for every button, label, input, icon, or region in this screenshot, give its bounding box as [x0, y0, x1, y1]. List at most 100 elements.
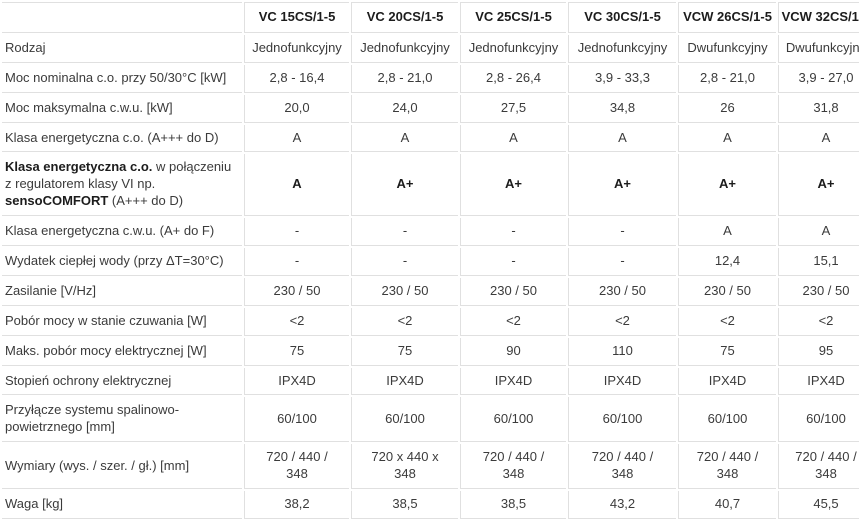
- spec-value: 20,0: [244, 94, 349, 123]
- spec-table-header: VC 15CS/1-5 VC 20CS/1-5 VC 25CS/1-5 VC 30CS…: [2, 2, 859, 33]
- spec-value: 60/100: [460, 397, 566, 443]
- table-row: Zasilanie [V/Hz] 230 / 50 230 / 50 230 / 50…: [2, 277, 859, 306]
- spec-value: 31,8: [778, 94, 859, 123]
- spec-value: 720 / 440 / 348: [568, 444, 676, 490]
- spec-value: A: [678, 218, 776, 247]
- spec-value: 720 / 440 / 348: [460, 444, 566, 490]
- spec-value: 720 x 440 x 348: [351, 444, 458, 490]
- spec-value: 38,5: [460, 491, 566, 519]
- spec-value: <2: [678, 307, 776, 336]
- row-label: Wydatek ciepłej wody (przy ΔT=30°C): [2, 248, 242, 276]
- spec-value: IPX4D: [778, 367, 859, 396]
- row-label: Moc maksymalna c.w.u. [kW]: [2, 94, 242, 123]
- row-label: Zasilanie [V/Hz]: [2, 277, 242, 306]
- spec-value: 40,7: [678, 491, 776, 519]
- spec-value: -: [568, 218, 676, 247]
- spec-table-body: Rodzaj Jednofunkcyjny Jednofunkcyjny Jednof…: [2, 34, 859, 519]
- row-label: Pobór mocy w stanie czuwania [W]: [2, 307, 242, 336]
- spec-value: <2: [460, 307, 566, 336]
- table-row: Wydatek ciepłej wody (przy ΔT=30°C) - - - -1…: [2, 248, 859, 276]
- spec-value: 2,8 - 21,0: [678, 64, 776, 93]
- spec-value: 230 / 50: [678, 277, 776, 306]
- spec-value: -: [568, 248, 676, 276]
- table-row: Klasa energetyczna c.w.u. (A+ do F) - - - - A…: [2, 218, 859, 247]
- spec-value: A: [460, 124, 566, 153]
- spec-value: 60/100: [678, 397, 776, 443]
- spec-value: 75: [244, 337, 349, 366]
- row-label: Klasa energetyczna c.o. w połączeniu z r…: [2, 154, 242, 217]
- table-row: Przyłącze systemu spalinowo-powietrznego…: [2, 397, 859, 443]
- spec-value: 3,9 - 33,3: [568, 64, 676, 93]
- spec-value: A: [244, 154, 349, 217]
- spec-value: IPX4D: [678, 367, 776, 396]
- spec-value: Jednofunkcyjny: [568, 34, 676, 63]
- spec-value: A: [351, 124, 458, 153]
- table-row: Stopień ochrony elektrycznej IPX4D IPX4D IP…: [2, 367, 859, 396]
- spec-value: -: [351, 218, 458, 247]
- spec-value: Jednofunkcyjny: [351, 34, 458, 63]
- spec-value: 60/100: [244, 397, 349, 443]
- corner-cell: [2, 2, 242, 33]
- spec-value: -: [244, 248, 349, 276]
- spec-value: IPX4D: [351, 367, 458, 396]
- spec-value: 720 / 440 / 348: [778, 444, 859, 490]
- spec-value: A: [778, 218, 859, 247]
- column-header: VCW 32CS/1-5: [778, 2, 859, 33]
- spec-value: 12,4: [678, 248, 776, 276]
- spec-value: A: [244, 124, 349, 153]
- spec-value: 27,5: [460, 94, 566, 123]
- table-row: Moc nominalna c.o. przy 50/30°C [kW] 2,8 …: [2, 64, 859, 93]
- spec-value: -: [460, 218, 566, 247]
- spec-value: 230 / 50: [351, 277, 458, 306]
- spec-value: Dwufunkcyjny: [678, 34, 776, 63]
- table-row: Maks. pobór mocy elektrycznej [W] 75 75 90 1…: [2, 337, 859, 366]
- spec-value: <2: [778, 307, 859, 336]
- spec-value: 15,1: [778, 248, 859, 276]
- spec-value: 38,2: [244, 491, 349, 519]
- spec-value: A: [678, 124, 776, 153]
- spec-value: 75: [351, 337, 458, 366]
- spec-value: 720 / 440 / 348: [678, 444, 776, 490]
- spec-value: 26: [678, 94, 776, 123]
- spec-value: <2: [568, 307, 676, 336]
- row-label: Klasa energetyczna c.o. (A+++ do D): [2, 124, 242, 153]
- spec-value: IPX4D: [460, 367, 566, 396]
- row-label: Klasa energetyczna c.w.u. (A+ do F): [2, 218, 242, 247]
- spec-value: A+: [568, 154, 676, 217]
- spec-value: 38,5: [351, 491, 458, 519]
- spec-value: -: [460, 248, 566, 276]
- row-label: Stopień ochrony elektrycznej: [2, 367, 242, 396]
- table-row: Klasa energetyczna c.o. (A+++ do D) A A A A A…: [2, 124, 859, 153]
- column-header: VC 20CS/1-5: [351, 2, 458, 33]
- table-row: Rodzaj Jednofunkcyjny Jednofunkcyjny Jednof…: [2, 34, 859, 63]
- column-header: VC 15CS/1-5: [244, 2, 349, 33]
- spec-value: 60/100: [778, 397, 859, 443]
- column-header: VC 30CS/1-5: [568, 2, 676, 33]
- spec-value: A+: [678, 154, 776, 217]
- spec-value: 43,2: [568, 491, 676, 519]
- spec-value: 2,8 - 26,4: [460, 64, 566, 93]
- row-label: Przyłącze systemu spalinowo-powietrznego…: [2, 397, 242, 443]
- column-header: VC 25CS/1-5: [460, 2, 566, 33]
- row-label-segment: Klasa energetyczna c.o.: [5, 159, 153, 175]
- row-label: Waga [kg]: [2, 491, 242, 519]
- table-row: Wymiary (wys. / szer. / gł.) [mm] 720 / 4…: [2, 444, 859, 490]
- spec-value: A+: [460, 154, 566, 217]
- row-label: Moc nominalna c.o. przy 50/30°C [kW]: [2, 64, 242, 93]
- spec-value: Dwufunkcyjny: [778, 34, 859, 63]
- row-label: Maks. pobór mocy elektrycznej [W]: [2, 337, 242, 366]
- spec-value: 45,5: [778, 491, 859, 519]
- table-row: Pobór mocy w stanie czuwania [W] <2 <2 <2 <2…: [2, 307, 859, 336]
- row-label: Rodzaj: [2, 34, 242, 63]
- row-label: Wymiary (wys. / szer. / gł.) [mm]: [2, 444, 242, 490]
- spec-value: 24,0: [351, 94, 458, 123]
- spec-value: 95: [778, 337, 859, 366]
- spec-value: 230 / 50: [778, 277, 859, 306]
- spec-value: A: [568, 124, 676, 153]
- spec-value: Jednofunkcyjny: [244, 34, 349, 63]
- spec-value: Jednofunkcyjny: [460, 34, 566, 63]
- spec-value: 34,8: [568, 94, 676, 123]
- spec-value: IPX4D: [244, 367, 349, 396]
- column-header: VCW 26CS/1-5: [678, 2, 776, 33]
